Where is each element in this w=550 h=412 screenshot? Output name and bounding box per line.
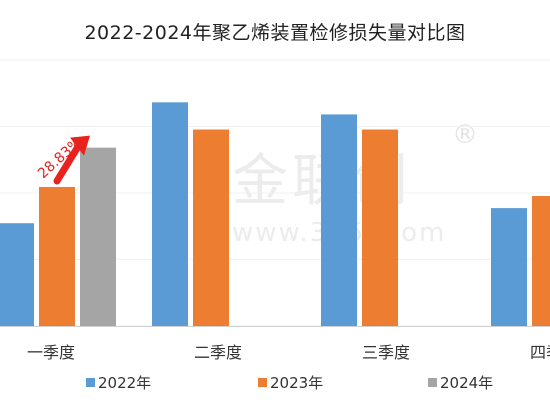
chart-legend: 2022年 2023年 2024年: [0, 372, 550, 394]
legend-item: 2023年: [258, 372, 323, 393]
legend-label: 2022年: [98, 374, 152, 392]
x-tick-label: 四季度: [530, 343, 550, 362]
bar-2-1: [39, 186, 75, 326]
annotation-arrow-shaft: [53, 143, 82, 185]
legend-label: 2024年: [440, 374, 494, 392]
bar-1-1: [0, 223, 34, 326]
chart-title: 2022-2024年聚乙烯装置检修损失量对比图: [84, 22, 466, 44]
bar-1-2: [152, 102, 188, 327]
legend-swatch: [428, 378, 437, 387]
watermark-registered-mark: ®: [452, 120, 478, 150]
legend-label: 2023年: [270, 374, 324, 392]
legend-swatch: [258, 378, 267, 387]
bar-2-4: [532, 196, 550, 326]
legend-swatch: [86, 378, 95, 387]
bar-1-3: [321, 114, 357, 326]
bar-2-3: [362, 129, 398, 326]
bar-3-1: [80, 147, 116, 326]
x-tick-label: 三季度: [362, 343, 410, 362]
annotation-arrow-head: [70, 135, 90, 156]
bar-2-2: [193, 129, 229, 326]
bar-1-4: [491, 208, 527, 326]
x-tick-label: 二季度: [194, 343, 242, 362]
x-tick-label: 一季度: [27, 343, 75, 362]
legend-item: 2024年: [428, 372, 493, 393]
legend-item: 2022年: [86, 372, 151, 393]
